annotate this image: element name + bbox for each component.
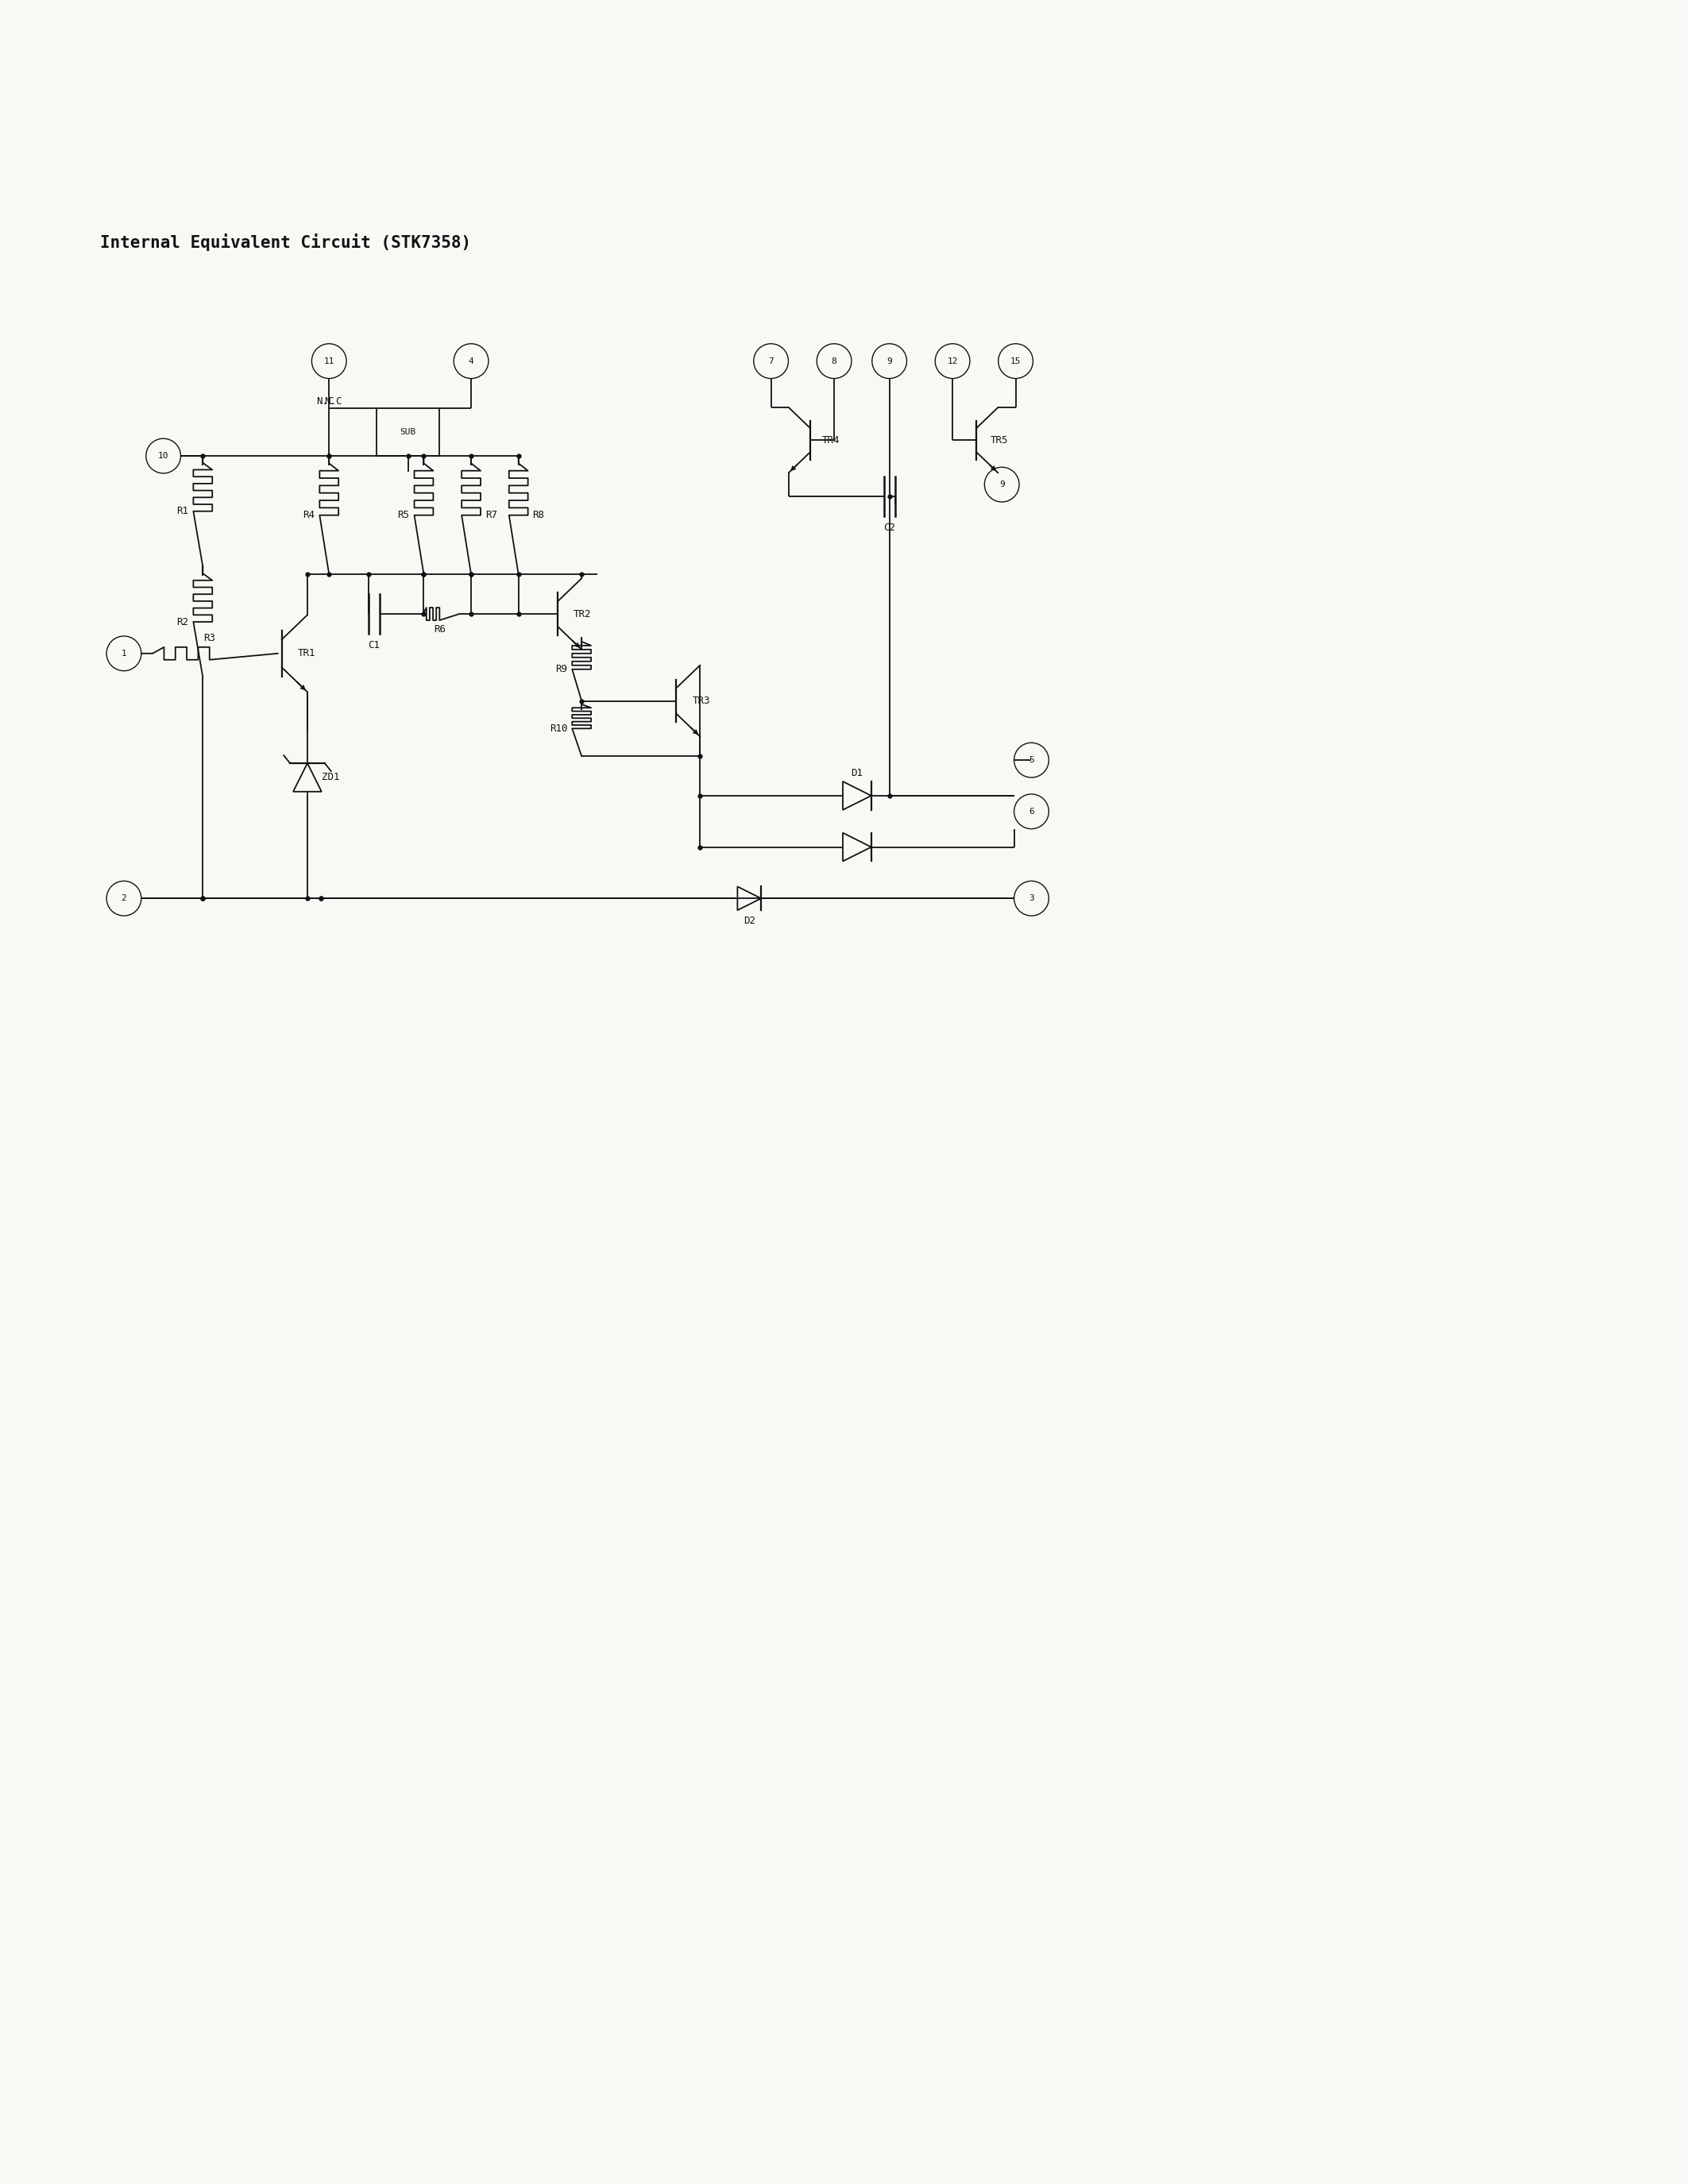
Text: TR3: TR3 — [692, 697, 711, 705]
Text: 9: 9 — [886, 358, 891, 365]
Text: C2: C2 — [883, 522, 895, 533]
Text: R8: R8 — [533, 511, 545, 520]
Text: 5: 5 — [1028, 756, 1035, 764]
Text: N.C: N.C — [316, 397, 334, 406]
Text: C1: C1 — [368, 640, 380, 651]
Text: 10: 10 — [159, 452, 169, 461]
Text: R5: R5 — [398, 511, 410, 520]
Text: TR2: TR2 — [574, 609, 591, 618]
Text: 15: 15 — [1011, 358, 1021, 365]
Text: 4: 4 — [469, 358, 474, 365]
Text: R9: R9 — [555, 664, 567, 675]
Text: TR1: TR1 — [297, 649, 316, 660]
Text: 1: 1 — [122, 649, 127, 657]
Bar — [376, 408, 439, 456]
Text: R7: R7 — [486, 511, 498, 520]
Text: R4: R4 — [302, 511, 316, 520]
Text: 11: 11 — [324, 358, 334, 365]
Text: R2: R2 — [177, 616, 189, 627]
Text: 6: 6 — [1028, 808, 1035, 815]
Text: 7: 7 — [768, 358, 773, 365]
Text: 12: 12 — [947, 358, 957, 365]
Text: Internal Equivalent Circuit (STK7358): Internal Equivalent Circuit (STK7358) — [100, 234, 471, 251]
Text: R10: R10 — [550, 723, 567, 734]
Text: D1: D1 — [851, 769, 863, 778]
Text: R6: R6 — [434, 625, 446, 636]
Text: 3: 3 — [1028, 895, 1035, 902]
Text: 9: 9 — [999, 480, 1004, 489]
Text: N.C: N.C — [324, 397, 343, 406]
Text: 8: 8 — [832, 358, 837, 365]
Text: TR4: TR4 — [822, 435, 841, 446]
Text: SUB: SUB — [400, 428, 415, 437]
Text: R1: R1 — [177, 507, 189, 515]
Text: D2: D2 — [743, 915, 755, 926]
Text: 2: 2 — [122, 895, 127, 902]
Text: R3: R3 — [204, 633, 216, 642]
Text: TR5: TR5 — [991, 435, 1008, 446]
Text: ZD1: ZD1 — [322, 773, 339, 782]
